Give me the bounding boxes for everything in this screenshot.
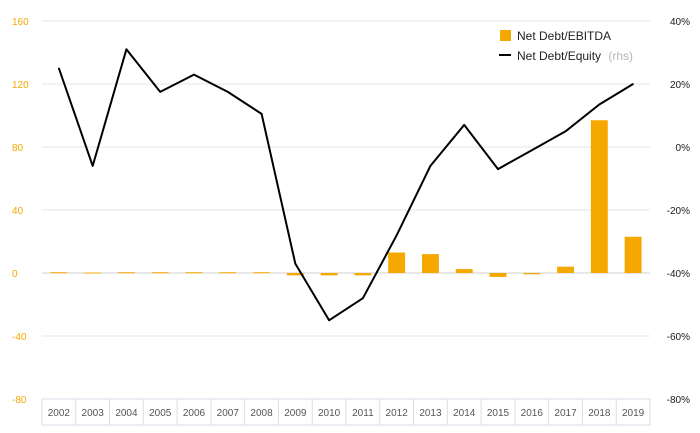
- point-net-debt-equity: [362, 297, 364, 300]
- x-tick-label: 2002: [48, 408, 71, 419]
- bar-net-debt-ebitda: [219, 272, 237, 274]
- point-net-debt-equity: [260, 113, 263, 115]
- x-tick-label: 2003: [82, 408, 105, 419]
- point-net-debt-equity: [328, 319, 330, 322]
- bar-net-debt-ebitda: [286, 273, 304, 276]
- legend-label-line-group: Net Debt/Equity (rhs): [517, 49, 633, 63]
- x-tick-label: 2006: [183, 408, 206, 419]
- y-right-tick-label: 20%: [670, 80, 690, 91]
- legend-swatch-bar: [500, 30, 511, 41]
- y-left-tick-label: -80: [12, 395, 27, 406]
- y-right-tick-label: -60%: [667, 332, 690, 343]
- point-net-debt-equity: [91, 165, 94, 167]
- x-tick-label: 2016: [521, 408, 544, 419]
- y-left-tick-label: 80: [12, 143, 24, 154]
- bar-net-debt-ebitda: [388, 252, 406, 273]
- point-net-debt-equity: [226, 91, 229, 93]
- bar-net-debt-ebitda: [422, 254, 439, 273]
- legend-label-line-note: (rhs): [608, 49, 633, 63]
- x-tick-label: 2008: [250, 408, 273, 419]
- x-tick-label: 2009: [284, 408, 307, 419]
- y-right-tick-label: -40%: [667, 269, 690, 280]
- gridlines: [42, 20, 650, 337]
- bar-net-debt-ebitda: [590, 120, 608, 273]
- y-left-tick-label: 40: [12, 206, 24, 217]
- x-tick-label: 2012: [386, 408, 409, 419]
- bar-series: [50, 120, 642, 277]
- point-net-debt-equity: [193, 73, 195, 76]
- y-axis-right: -80% -60% -40% -20% 0% 20% 40%: [667, 17, 690, 406]
- line-series: [57, 48, 634, 322]
- point-net-debt-equity: [632, 83, 634, 85]
- legend: Net Debt/EBITDA Net Debt/Equity (rhs): [499, 29, 633, 63]
- line-net-debt-equity: [57, 48, 634, 322]
- y-left-tick-label: 160: [12, 17, 29, 28]
- x-tick-label: 2014: [453, 408, 476, 419]
- bar-net-debt-ebitda: [455, 269, 473, 273]
- bar-net-debt-ebitda: [557, 266, 574, 273]
- x-tick-label: 2007: [217, 408, 240, 419]
- bar-net-debt-ebitda: [118, 272, 135, 274]
- y-right-tick-label: -20%: [667, 206, 690, 217]
- y-axis-left: -80 -40 0 40 80 120 160: [12, 17, 29, 406]
- legend-label-bar: Net Debt/EBITDA: [517, 29, 611, 43]
- point-net-debt-equity: [58, 67, 60, 70]
- bar-net-debt-ebitda: [523, 273, 541, 275]
- legend-label-line: Net Debt/Equity: [517, 49, 601, 63]
- y-left-tick-label: -40: [12, 332, 27, 343]
- bar-net-debt-ebitda: [253, 272, 270, 274]
- bar-net-debt-ebitda: [624, 236, 642, 273]
- point-net-debt-equity: [395, 234, 398, 236]
- x-tick-label: 2013: [419, 408, 442, 419]
- y-left-tick-label: 0: [12, 269, 18, 280]
- bar-net-debt-ebitda: [185, 272, 203, 274]
- x-axis: 2002 2003 2004 2005 2006 2007 2008 2009 2010 2011…: [41, 398, 651, 426]
- point-net-debt-equity: [125, 48, 128, 51]
- bar-net-debt-ebitda: [320, 273, 338, 276]
- y-right-tick-label: 0%: [676, 143, 691, 154]
- bar-net-debt-ebitda: [489, 273, 507, 277]
- y-left-tick-label: 120: [12, 80, 29, 91]
- bar-net-debt-ebitda: [354, 273, 372, 276]
- point-net-debt-equity: [598, 103, 601, 106]
- x-tick-label: 2019: [622, 408, 645, 419]
- y-right-tick-label: 40%: [670, 17, 690, 28]
- bar-net-debt-ebitda: [84, 272, 102, 274]
- bar-net-debt-ebitda: [50, 272, 68, 274]
- point-net-debt-equity: [159, 91, 162, 93]
- x-tick-label: 2018: [588, 408, 611, 419]
- x-tick-label: 2004: [115, 408, 138, 419]
- x-tick-label: 2017: [554, 408, 577, 419]
- point-net-debt-equity: [463, 124, 466, 126]
- point-net-debt-equity: [564, 130, 567, 133]
- x-tick-label: 2005: [149, 408, 172, 419]
- x-tick-label: 2011: [352, 408, 374, 419]
- x-tick-label: 2010: [318, 408, 341, 419]
- point-net-debt-equity: [294, 262, 297, 265]
- point-net-debt-equity: [530, 149, 533, 151]
- y-right-tick-label: -80%: [667, 395, 690, 406]
- point-net-debt-equity: [429, 165, 432, 167]
- bar-net-debt-ebitda: [151, 272, 169, 274]
- point-net-debt-equity: [497, 168, 499, 170]
- x-tick-label: 2015: [487, 408, 510, 419]
